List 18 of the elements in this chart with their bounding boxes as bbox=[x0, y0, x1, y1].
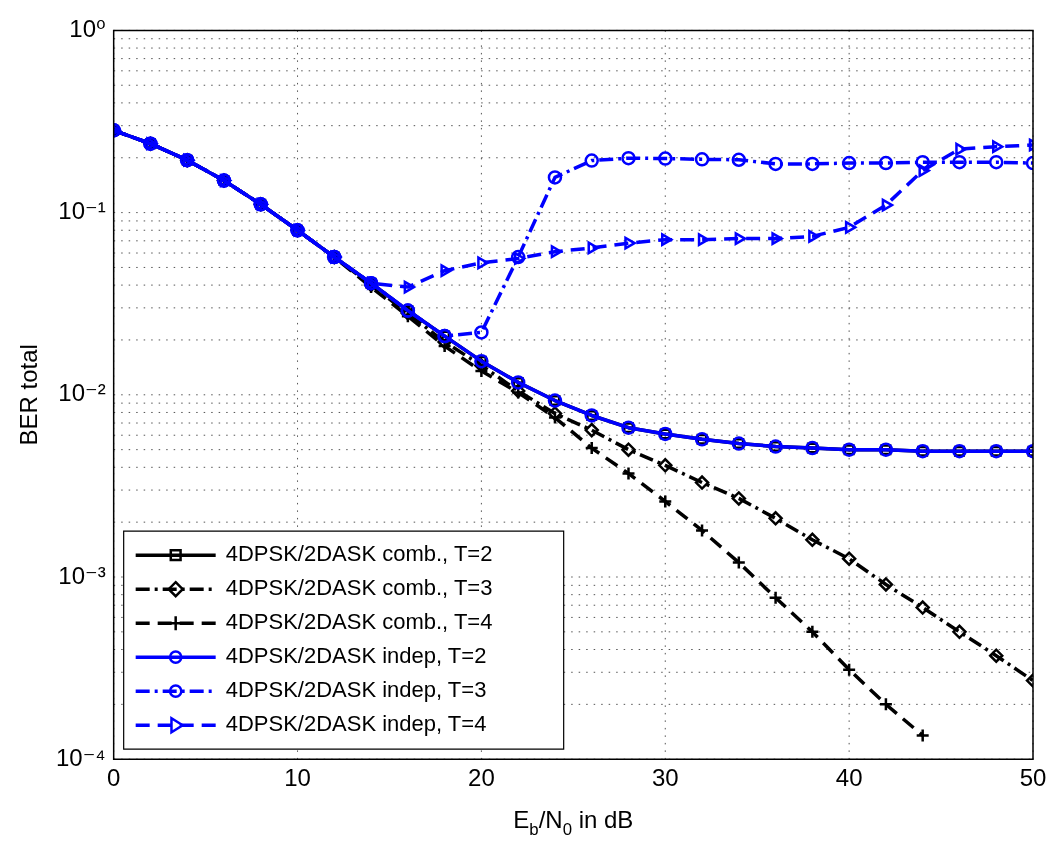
legend-label: 4DPSK/2DASK comb., T=3 bbox=[225, 575, 493, 601]
legend-label: 4DPSK/2DASK comb., T=2 bbox=[225, 541, 493, 567]
y-tick-label: 10⁰ bbox=[69, 15, 106, 43]
y-axis-title: BER total bbox=[14, 344, 42, 446]
x-tick-label: 30 bbox=[651, 764, 679, 792]
legend-label: 4DPSK/2DASK indep, T=2 bbox=[225, 643, 487, 669]
x-tick-label: 50 bbox=[1019, 764, 1047, 792]
legend-label: 4DPSK/2DASK indep, T=4 bbox=[225, 711, 487, 737]
y-tick-label: 10⁻¹ bbox=[58, 197, 106, 225]
x-tick-label: 10 bbox=[284, 764, 311, 792]
legend-label: 4DPSK/2DASK comb., T=4 bbox=[225, 609, 493, 635]
y-tick-label: 10⁻² bbox=[58, 379, 106, 407]
y-tick-label: 10⁻⁴ bbox=[55, 743, 106, 771]
x-tick-label: 40 bbox=[835, 764, 863, 792]
legend-label: 4DPSK/2DASK indep, T=3 bbox=[225, 677, 487, 703]
y-tick-label: 10⁻³ bbox=[58, 561, 106, 589]
x-tick-label: 0 bbox=[107, 764, 121, 792]
x-tick-label: 20 bbox=[468, 764, 495, 792]
